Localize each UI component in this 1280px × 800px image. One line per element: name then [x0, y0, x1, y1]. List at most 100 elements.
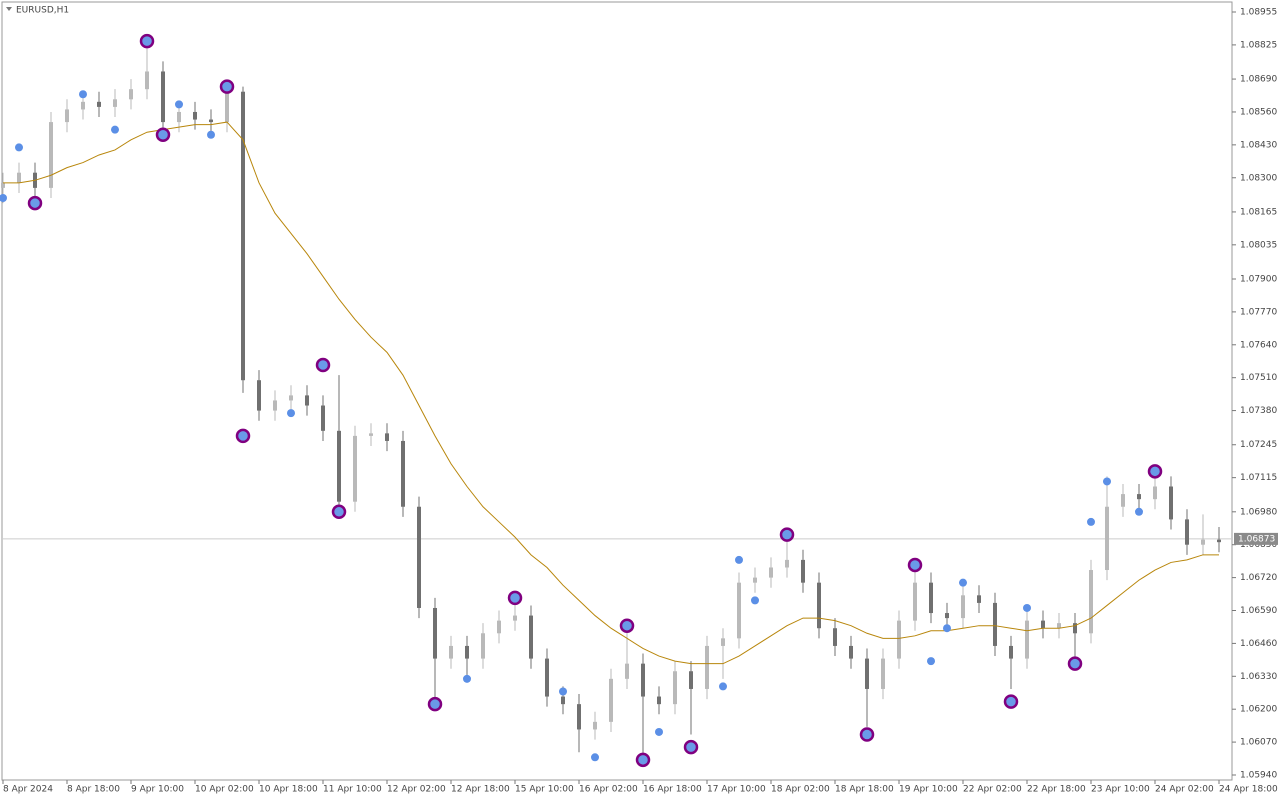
candle-body: [529, 615, 533, 659]
y-tick-label: 1.07245: [1240, 440, 1277, 450]
x-tick-label: 8 Apr 18:00: [67, 785, 120, 795]
symbol-menu-arrow[interactable]: [6, 7, 12, 11]
candle-body: [1121, 494, 1125, 507]
candle-body: [65, 109, 69, 123]
x-tick-label: 9 Apr 10:00: [131, 785, 184, 795]
candle-body: [1041, 620, 1045, 629]
major-signal: [315, 357, 331, 373]
candle-body: [129, 89, 133, 100]
candle-body: [337, 430, 341, 502]
minor-signal: [15, 143, 23, 152]
candle-body: [401, 440, 405, 507]
minor-signal: [207, 130, 215, 139]
candle-body: [849, 645, 853, 659]
x-tick-label: 10 Apr 18:00: [259, 785, 318, 795]
y-tick-label: 1.08690: [1240, 75, 1277, 85]
x-tick-label: 8 Apr 2024: [3, 785, 53, 795]
candle-body: [1137, 494, 1141, 500]
candle-body: [433, 607, 437, 659]
candle-body: [593, 721, 597, 730]
minor-signal: [463, 674, 471, 683]
candle-body: [481, 633, 485, 659]
candle-body: [1201, 539, 1205, 545]
major-signal: [331, 504, 347, 520]
candle-body: [1217, 539, 1221, 543]
candle-body: [113, 99, 117, 107]
y-tick-label: 1.06460: [1240, 639, 1277, 649]
candle-body: [193, 111, 197, 120]
current-price-label: 1.06873: [1238, 534, 1275, 544]
candle-body: [321, 405, 325, 431]
x-tick-label: 18 Apr 02:00: [771, 785, 830, 795]
y-tick-label: 1.06330: [1240, 672, 1277, 682]
candle-body: [785, 559, 789, 568]
y-tick-label: 1.08430: [1240, 140, 1277, 150]
major-signal: [859, 727, 875, 742]
y-tick-label: 1.06200: [1240, 705, 1277, 715]
x-tick-label: 11 Apr 10:00: [323, 785, 382, 795]
y-tick-label: 1.06850: [1240, 540, 1277, 550]
major-signal: [219, 79, 235, 94]
minor-signal: [751, 596, 759, 605]
x-tick-label: 23 Apr 10:00: [1091, 785, 1150, 795]
candle-body: [545, 658, 549, 697]
candle-body: [737, 582, 741, 639]
minor-signal: [927, 657, 935, 666]
candle-body: [225, 91, 229, 123]
major-signal: [907, 557, 923, 573]
candle-body: [865, 658, 869, 689]
candle-body: [1073, 623, 1077, 634]
candle-body: [81, 101, 85, 110]
minor-signal: [655, 727, 663, 736]
major-signal: [1147, 464, 1163, 479]
candle-body: [1009, 645, 1013, 659]
major-signal: [1067, 656, 1083, 671]
candle-body: [881, 658, 885, 689]
candle-body: [465, 645, 469, 659]
candle-body: [945, 613, 949, 619]
y-tick-label: 1.06590: [1240, 606, 1277, 616]
y-tick-label: 1.08955: [1240, 8, 1277, 18]
candle-body: [97, 101, 101, 107]
x-tick-label: 24 Apr 18:00: [1219, 785, 1278, 795]
major-signal: [507, 590, 523, 606]
minor-signal: [959, 578, 967, 587]
candle-body: [689, 671, 693, 689]
minor-signal: [735, 555, 743, 564]
candle-body: [385, 433, 389, 441]
candle-body: [625, 663, 629, 679]
major-signal: [139, 33, 155, 49]
minor-signal: [719, 682, 727, 691]
y-tick-label: 1.07640: [1240, 340, 1277, 350]
candle-body: [273, 400, 277, 411]
candle-body: [369, 433, 373, 436]
y-tick-label: 1.07510: [1240, 373, 1277, 383]
minor-signal: [1135, 507, 1143, 516]
candle-body: [769, 567, 773, 578]
candle-body: [305, 395, 309, 406]
candle-body: [1169, 486, 1173, 520]
candle-body: [177, 111, 181, 123]
major-signal: [427, 696, 443, 712]
candle-body: [673, 671, 677, 705]
x-tick-label: 12 Apr 02:00: [387, 785, 446, 795]
y-tick-label: 1.06070: [1240, 738, 1277, 748]
candle-body: [817, 582, 821, 629]
candle-body: [801, 559, 805, 583]
candle-body: [1, 182, 5, 188]
y-tick-label: 1.07770: [1240, 307, 1277, 317]
candle-body: [417, 506, 421, 608]
x-tick-label: 22 Apr 18:00: [1027, 785, 1086, 795]
plot-frame: [1, 1, 1233, 781]
x-tick-label: 16 Apr 02:00: [579, 785, 638, 795]
candle-body: [977, 595, 981, 603]
minor-signal: [591, 753, 599, 762]
candle-body: [753, 577, 757, 583]
candle-body: [705, 645, 709, 689]
x-tick-label: 18 Apr 18:00: [835, 785, 894, 795]
candle-body: [49, 122, 53, 188]
x-tick-label: 15 Apr 10:00: [515, 785, 574, 795]
x-tick-label: 12 Apr 18:00: [451, 785, 510, 795]
major-signal: [635, 752, 651, 768]
candle-body: [561, 696, 565, 705]
